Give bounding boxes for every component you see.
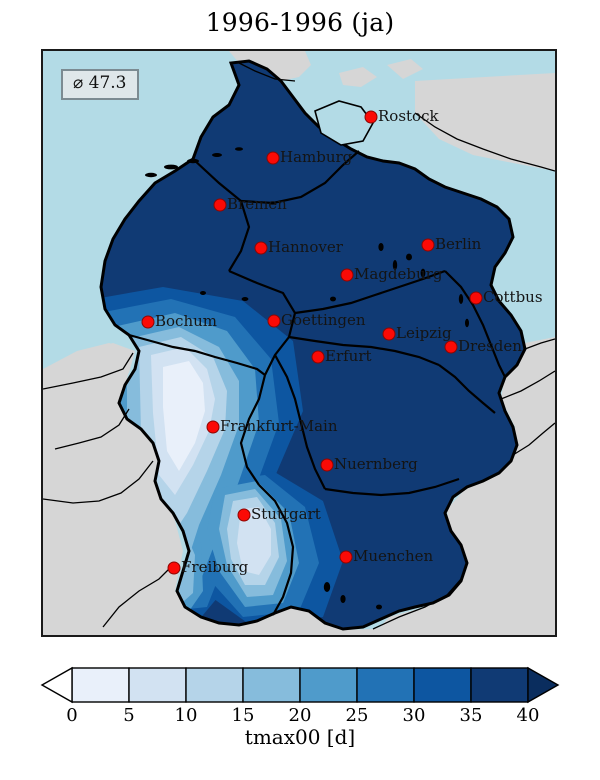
city-label: Bremen [227, 195, 287, 213]
colorbar-band [413, 667, 472, 703]
colorbar-tick: 25 [346, 705, 369, 724]
colorbar-band [71, 667, 130, 703]
colorbar-tick: 0 [66, 705, 77, 724]
city-label: Freiburg [181, 558, 249, 576]
colorbar-tick: 35 [460, 705, 483, 724]
city-dot-icon [382, 327, 396, 341]
city-dot-icon [254, 241, 268, 255]
colorbar-under-arrow [40, 666, 73, 704]
map-panel[interactable]: ⌀ 47.3 Rostock Hamburg Bremen Hannover Berli… [41, 49, 557, 637]
colorbar[interactable]: 0 5 10 15 20 25 30 35 40 [34, 662, 566, 724]
city-dot-icon [444, 340, 458, 354]
city-label: Dresden [458, 337, 522, 355]
colorbar-panel: 0 5 10 15 20 25 30 35 40 tmax00 [d] [0, 662, 600, 780]
city-label: Berlin [435, 235, 482, 253]
city-dot-icon [421, 238, 435, 252]
colorbar-band [299, 667, 358, 703]
colorbar-band [128, 667, 187, 703]
city-label: Hannover [268, 238, 343, 256]
state-borders [128, 150, 506, 616]
colorbar-tick: 10 [175, 705, 198, 724]
city-label: Muenchen [353, 547, 434, 565]
city-label: Stuttgart [251, 505, 321, 523]
colorbar-band [185, 667, 244, 703]
city-label: Bochum [155, 312, 217, 330]
city-dot-icon [167, 561, 181, 575]
city-dot-icon [311, 350, 325, 364]
city-dot-icon [213, 198, 227, 212]
colorbar-over-arrow [527, 666, 560, 704]
city-label: Leipzig [396, 324, 452, 342]
colorbar-tick: 15 [232, 705, 255, 724]
colorbar-band [356, 667, 415, 703]
city-dot-icon [469, 291, 483, 305]
city-dot-icon [339, 550, 353, 564]
city-dot-icon [237, 508, 251, 522]
city-dot-icon [364, 110, 378, 124]
city-label: Nuernberg [334, 455, 418, 473]
neighbour-land [43, 51, 555, 635]
colorbar-tick: 40 [517, 705, 540, 724]
colorbar-tick: 20 [289, 705, 312, 724]
city-dot-icon [206, 420, 220, 434]
colorbar-axis-label: tmax00 [d] [244, 725, 356, 749]
city-dot-icon [266, 151, 280, 165]
coastline-detail [145, 147, 469, 610]
colorbar-band [242, 667, 301, 703]
mean-value-badge: ⌀ 47.3 [61, 69, 139, 100]
germany-outline [99, 59, 527, 631]
neighbour-borders [43, 62, 555, 630]
city-label: Erfurt [325, 347, 372, 365]
city-label: Rostock [378, 107, 439, 125]
colorbar-band [470, 667, 529, 703]
city-dot-icon [340, 268, 354, 282]
colorbar-bands [40, 666, 560, 704]
city-dot-icon [267, 314, 281, 328]
baltic-bay [314, 100, 374, 146]
city-label: Cottbus [483, 288, 543, 306]
city-label: Hamburg [280, 148, 353, 166]
colorbar-tick-labels: 0 5 10 15 20 25 30 35 40 [66, 705, 539, 724]
city-label: Frankfurt-Main [220, 417, 338, 435]
city-label: Goettingen [281, 311, 366, 329]
city-dot-icon [320, 458, 334, 472]
colorbar-tick: 5 [123, 705, 134, 724]
colorbar-tick: 30 [403, 705, 426, 724]
page-title: 1996-1996 (ja) [205, 8, 395, 37]
city-dot-icon [141, 315, 155, 329]
city-label: Magdeburg [354, 265, 443, 283]
